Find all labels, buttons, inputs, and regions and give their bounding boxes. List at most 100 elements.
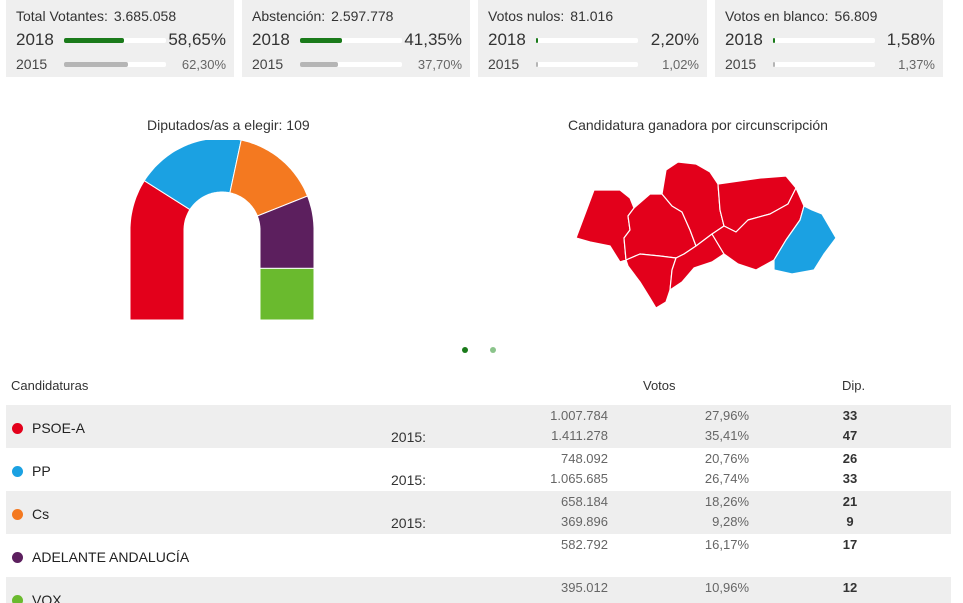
party-label: PP [32,463,51,479]
stat-value: 3.685.058 [113,8,177,24]
prev-seats-value: 47 [842,428,858,443]
prev-percent-value: 9,28% [712,514,749,529]
prev-seats-value: 9 [846,514,854,529]
seats-value: 33 [842,408,858,423]
year-label: 2018 [16,30,54,49]
table-row-adelante[interactable]: ADELANTE ANDALUCÍA 582.792 16,17% 17 [6,534,951,577]
stat-title: Votos nulos: 81.016 [488,8,699,24]
year-label: 2018 [488,30,526,49]
prev-seats-value: 33 [842,471,858,486]
stat-row-2018: 2018 58,65% [16,30,226,50]
stat-row-2015: 2015 37,70% [252,56,462,72]
stat-row-2015: 2015 1,37% [725,56,935,72]
progress-bar [300,37,402,43]
stat-row-2015: 2015 62,30% [16,56,226,72]
progress-bar [64,61,166,67]
prev-votes-value: 369.896 [561,514,608,529]
stat-label: Total Votantes: [16,8,108,24]
year-label: 2018 [725,30,763,49]
parliament-chart [129,140,315,321]
progress-bar [300,61,402,67]
seats-value: 12 [842,580,858,595]
votes-value: 658.184 [561,494,608,509]
stat-title: Total Votantes: 3.685.058 [16,8,226,24]
progress-fill [773,37,775,43]
header-candidaturas: Candidaturas [11,378,89,393]
progress-bar [536,61,638,67]
party-color-dot [12,508,23,520]
progress-fill [300,37,343,43]
stat-abstencion: Abstención: 2.597.778 2018 41,35% 2015 37,7… [242,0,470,77]
table-row-vox[interactable]: VOX 395.012 10,96% 12 [6,577,951,603]
votes-value: 1.007.784 [550,408,608,423]
progress-fill [773,61,775,67]
votes-value: 748.092 [561,451,608,466]
prev-percent-value: 26,74% [704,471,749,486]
prev-year-label: 2015: [391,515,427,531]
table-row-psoe[interactable]: PSOE-A 1.007.784 27,96% 33 2015: 1.411.2… [6,405,951,448]
year-label: 2018 [252,30,290,49]
progress-bar [773,61,875,67]
stat-votos-en-blanco: Votos en blanco: 56.809 2018 1,58% 2015 1,3… [715,0,943,77]
party-label: ADELANTE ANDALUCÍA [32,549,190,565]
map-region-cadiz[interactable] [625,253,677,309]
map-region-almeria[interactable] [773,205,837,275]
seats-value: 26 [842,451,858,466]
seat-segment-vox[interactable] [259,267,315,321]
stat-label: Votos en blanco: [725,8,829,24]
stat-title: Abstención: 2.597.778 [252,8,462,24]
party-color-dot [12,551,23,563]
progress-bar [64,37,166,43]
percent-value: 20,76% [704,451,749,466]
percent-value: 1,37% [898,56,935,72]
prev-year-label: 2015: [391,429,427,445]
progress-fill [300,61,339,67]
seats-value: 17 [842,537,858,552]
progress-fill [536,61,538,67]
percent-value: 16,17% [704,537,749,552]
stat-value: 56.809 [834,8,878,24]
carousel-dot-1[interactable] [462,347,468,353]
party-name: Cs [12,506,49,522]
percent-value: 1,58% [886,30,935,49]
progress-fill [536,37,539,43]
results-table-header: Candidaturas Votos Dip. [0,376,963,396]
table-row-cs[interactable]: Cs 658.184 18,26% 21 2015: 369.896 9,28%… [6,491,951,534]
party-label: Cs [32,506,50,522]
stat-label: Votos nulos: [488,8,565,24]
year-label: 2015 [16,56,48,72]
progress-fill [64,37,124,43]
prev-votes-value: 1.411.278 [551,428,608,443]
year-label: 2015 [252,56,284,72]
stat-row-2018: 2018 41,35% [252,30,462,50]
stat-row-2018: 2018 2,20% [488,30,699,50]
map-region-malaga[interactable] [669,233,725,291]
percent-value: 18,26% [704,494,749,509]
year-label: 2015 [725,56,757,72]
percent-value: 62,30% [181,56,226,72]
percent-value: 10,96% [704,580,749,595]
stat-total-votantes: Total Votantes: 3.685.058 2018 58,65% 2015… [6,0,234,77]
stat-row-2018: 2018 1,58% [725,30,935,50]
party-color-dot [12,465,23,477]
party-name: PSOE-A [12,420,85,436]
votes-value: 582.792 [561,537,608,552]
progress-bar [536,37,638,43]
carousel-dot-2[interactable] [490,347,496,353]
percent-value: 41,35% [404,30,462,49]
party-name: PP [12,463,51,479]
progress-fill [64,61,128,67]
percent-value: 27,96% [704,408,749,423]
stat-title: Votos en blanco: 56.809 [725,8,935,24]
percent-value: 37,70% [417,56,462,72]
map-chart-title: Candidatura ganadora por circunscripción [568,117,828,133]
stat-value: 2.597.778 [331,8,394,24]
party-label: VOX [32,592,62,603]
party-label: PSOE-A [32,420,85,436]
header-votos: Votos [643,378,676,393]
year-label: 2015 [488,56,520,72]
party-color-dot [12,422,23,434]
turnout-stats: Total Votantes: 3.685.058 2018 58,65% 2015… [6,0,957,77]
table-row-pp[interactable]: PP 748.092 20,76% 26 2015: 1.065.685 26,… [6,448,951,491]
progress-bar [773,37,875,43]
